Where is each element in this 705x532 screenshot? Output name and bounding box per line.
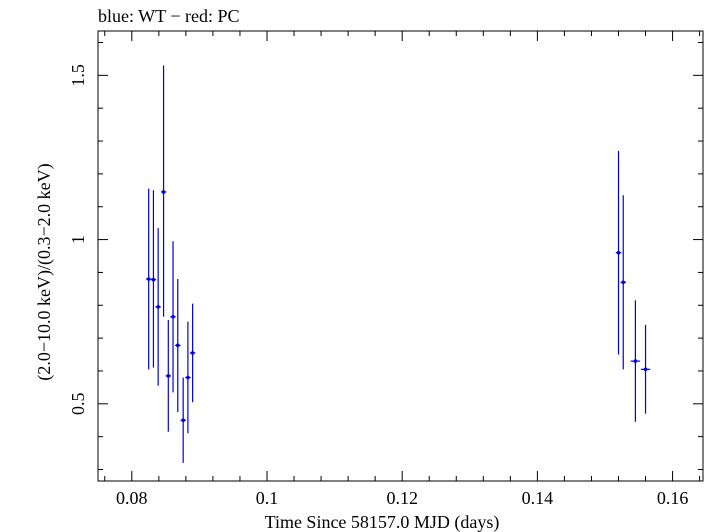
point-marker	[156, 305, 160, 309]
point-marker	[166, 374, 171, 378]
point-marker	[146, 277, 151, 281]
y-axis-label: (2.0−10.0 keV)/(0.3−2.0 keV)	[34, 163, 55, 380]
x-tick-label: 0.08	[116, 488, 148, 508]
point-marker	[181, 418, 185, 423]
data-point	[165, 320, 172, 432]
data-point	[630, 300, 641, 422]
y-tick-label: 0.5	[68, 393, 88, 416]
point-marker	[151, 277, 156, 282]
data-point	[615, 150, 622, 355]
point-marker	[190, 351, 195, 355]
data-point	[160, 65, 167, 317]
data-point	[640, 324, 651, 414]
x-tick-label: 0.1	[256, 488, 279, 508]
x-tick-label: 0.14	[522, 488, 554, 508]
x-tick-label: 0.12	[386, 488, 418, 508]
point-marker	[616, 250, 621, 255]
point-marker	[621, 280, 626, 285]
point-marker	[175, 343, 180, 348]
data-point	[150, 190, 157, 368]
data-point	[155, 228, 161, 386]
data-point	[620, 195, 626, 370]
x-axis-label: Time Since 58157.0 MJD (days)	[265, 512, 500, 532]
point-marker	[643, 367, 648, 372]
point-marker	[186, 375, 190, 380]
plot-frame	[97, 30, 704, 482]
data-point	[189, 303, 196, 403]
data-points	[145, 65, 651, 463]
data-point	[185, 321, 191, 434]
data-point	[175, 278, 181, 413]
data-point	[170, 241, 176, 393]
chart-title: blue: WT − red: PC	[98, 6, 239, 26]
y-tick-label: 1.5	[68, 64, 88, 87]
data-point	[180, 377, 186, 463]
point-marker	[633, 359, 638, 363]
axis-ticks: 0.08 0.1 0.12 0.14 0.16 0.5 1 1.5	[68, 31, 703, 508]
point-marker	[161, 190, 166, 194]
x-tick-label: 0.16	[657, 488, 689, 508]
y-tick-label: 1	[68, 235, 88, 244]
point-marker	[171, 314, 175, 319]
data-point	[145, 188, 152, 370]
